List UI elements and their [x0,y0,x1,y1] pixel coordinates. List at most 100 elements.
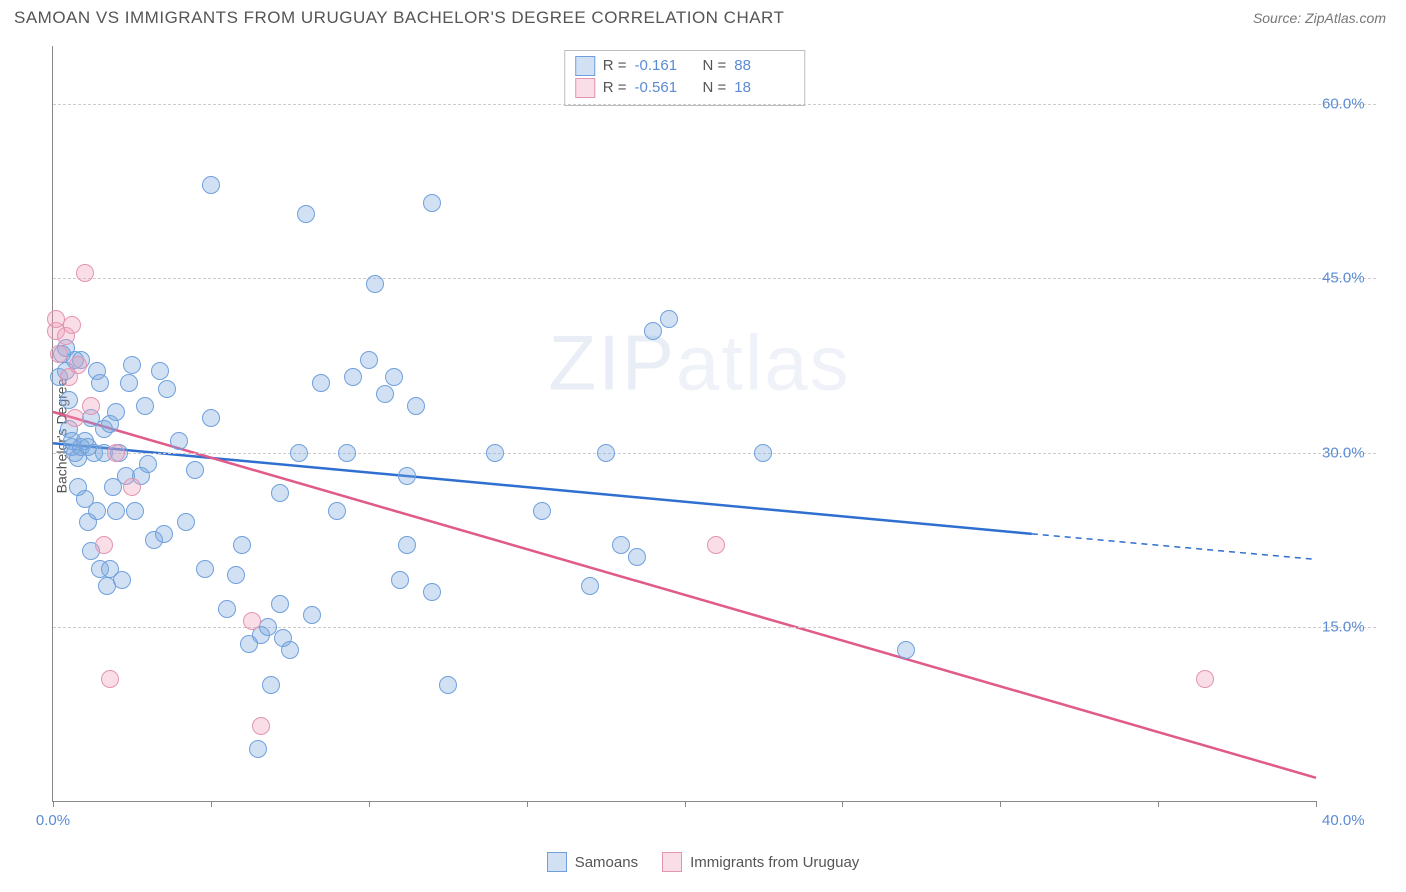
data-point-samoans [338,444,356,462]
data-point-uruguay [707,536,725,554]
data-point-samoans [360,351,378,369]
y-tick-label: 30.0% [1322,444,1378,461]
data-point-samoans [303,606,321,624]
data-point-samoans [660,310,678,328]
data-point-samoans [155,525,173,543]
x-tick-label: 40.0% [1322,812,1378,829]
x-tick [1316,801,1317,807]
chart-title: SAMOAN VS IMMIGRANTS FROM URUGUAY BACHEL… [14,8,784,28]
data-point-samoans [423,194,441,212]
trendline-dash-samoans [1032,534,1316,560]
trend-lines [53,46,1316,801]
data-point-samoans [139,455,157,473]
series-legend: Samoans Immigrants from Uruguay [0,852,1406,872]
data-point-uruguay [101,670,119,688]
trendline-uruguay [53,412,1316,778]
n-label: N = [703,55,727,77]
x-tick [211,801,212,807]
data-point-samoans [398,467,416,485]
legend-item-uruguay: Immigrants from Uruguay [662,852,859,872]
data-point-samoans [328,502,346,520]
x-tick [53,801,54,807]
x-tick [369,801,370,807]
data-point-samoans [628,548,646,566]
data-point-samoans [644,322,662,340]
y-tick-label: 60.0% [1322,96,1378,113]
r-label: R = [603,55,627,77]
data-point-samoans [281,641,299,659]
n-value: 88 [734,55,794,77]
data-point-samoans [612,536,630,554]
gridline [53,104,1376,105]
x-tick [1000,801,1001,807]
plot-area: Bachelor's Degree ZIPatlas R =-0.161N =8… [14,40,1386,832]
x-tick [1158,801,1159,807]
data-point-samoans [391,571,409,589]
data-point-uruguay [82,397,100,415]
y-tick-label: 15.0% [1322,618,1378,635]
data-point-samoans [271,484,289,502]
swatch-uruguay [662,852,682,872]
data-point-uruguay [63,316,81,334]
x-tick-label: 0.0% [36,812,70,829]
data-point-samoans [233,536,251,554]
data-point-uruguay [123,478,141,496]
watermark: ZIPatlas [549,318,851,409]
data-point-samoans [136,397,154,415]
gridline [53,453,1376,454]
correlation-legend: R =-0.161N =88R =-0.561N =18 [564,50,806,106]
data-point-samoans [202,409,220,427]
data-point-samoans [186,461,204,479]
data-point-uruguay [1196,670,1214,688]
data-point-samoans [754,444,772,462]
gridline [53,278,1376,279]
data-point-samoans [170,432,188,450]
data-point-samoans [218,600,236,618]
data-point-uruguay [243,612,261,630]
chart-header: SAMOAN VS IMMIGRANTS FROM URUGUAY BACHEL… [0,0,1406,32]
data-point-samoans [123,356,141,374]
data-point-samoans [113,571,131,589]
x-tick [685,801,686,807]
legend-item-samoans: Samoans [547,852,638,872]
legend-label: Samoans [575,854,638,871]
data-point-samoans [271,595,289,613]
data-point-uruguay [107,444,125,462]
data-point-samoans [385,368,403,386]
trendline-samoans [53,443,1032,534]
data-point-samoans [290,444,308,462]
swatch-samoans [575,56,595,76]
data-point-samoans [398,536,416,554]
data-point-samoans [486,444,504,462]
r-label: R = [603,77,627,99]
data-point-samoans [581,577,599,595]
legend-label: Immigrants from Uruguay [690,854,859,871]
data-point-samoans [227,566,245,584]
data-point-samoans [126,502,144,520]
data-point-samoans [151,362,169,380]
data-point-samoans [88,502,106,520]
swatch-samoans [547,852,567,872]
data-point-samoans [407,397,425,415]
data-point-samoans [376,385,394,403]
data-point-samoans [312,374,330,392]
n-label: N = [703,77,727,99]
data-point-samoans [297,205,315,223]
data-point-samoans [597,444,615,462]
n-value: 18 [734,77,794,99]
r-value: -0.161 [635,55,695,77]
swatch-uruguay [575,78,595,98]
data-point-samoans [120,374,138,392]
data-point-samoans [158,380,176,398]
data-point-uruguay [69,356,87,374]
scatter-plot: ZIPatlas R =-0.161N =88R =-0.561N =18 15… [52,46,1316,802]
data-point-samoans [177,513,195,531]
data-point-uruguay [252,717,270,735]
data-point-samoans [423,583,441,601]
data-point-uruguay [76,264,94,282]
data-point-samoans [91,374,109,392]
data-point-samoans [366,275,384,293]
data-point-samoans [196,560,214,578]
data-point-samoans [897,641,915,659]
data-point-samoans [262,676,280,694]
